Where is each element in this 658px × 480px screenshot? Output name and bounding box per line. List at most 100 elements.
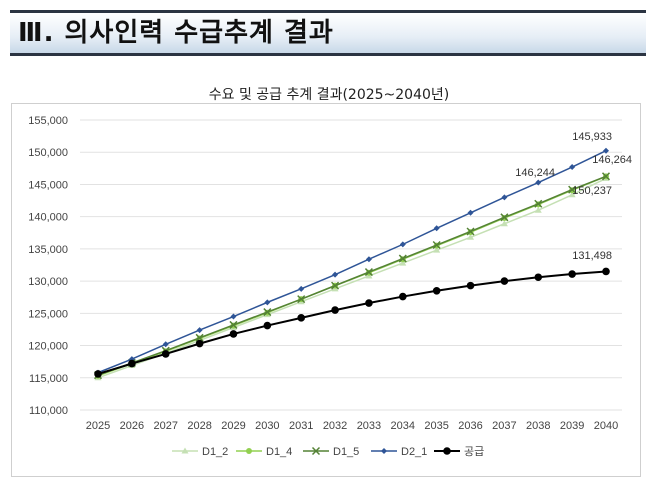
x-tick-label: 2027	[153, 420, 177, 432]
x-tick-label: 2028	[187, 420, 211, 432]
legend-item: 공급	[434, 446, 484, 458]
data-point	[381, 448, 387, 454]
data-point	[331, 281, 340, 290]
y-tick-label: 130,000	[28, 276, 68, 288]
section-title: Ⅲ. 의사인력 수급추계 결과	[18, 18, 334, 48]
x-tick-label: 2029	[221, 420, 245, 432]
y-tick-label: 135,000	[28, 244, 68, 256]
data-point	[568, 185, 577, 194]
y-tick-label: 125,000	[28, 308, 68, 320]
data-point	[432, 240, 441, 250]
data-point	[195, 339, 204, 348]
legend-item: D1_5	[303, 446, 359, 458]
data-point	[466, 227, 475, 236]
data-point	[535, 179, 542, 186]
data-point	[229, 330, 238, 338]
data-point	[534, 199, 543, 208]
legend-item: D1_4	[236, 446, 292, 458]
data-point	[181, 447, 189, 454]
x-tick-label: 2025	[86, 420, 110, 432]
y-tick-label: 110,000	[29, 405, 68, 417]
x-tick-label: 2031	[289, 420, 313, 432]
chart-title: 수요 및 공급 추계 결과(2025~2040년)	[208, 87, 450, 103]
x-tick-label: 2034	[391, 420, 415, 432]
y-tick-label: 140,000	[28, 212, 68, 224]
data-point	[264, 299, 271, 306]
data-label: 145,933	[572, 131, 612, 143]
data-point	[94, 370, 102, 378]
data-point	[128, 359, 136, 368]
data-point	[364, 268, 373, 277]
data-label: 146,244	[515, 167, 555, 179]
data-point	[399, 241, 406, 248]
x-tick-label: 2033	[357, 420, 381, 432]
data-point	[466, 281, 475, 290]
data-point	[568, 191, 576, 198]
data-point	[246, 448, 252, 454]
data-point	[365, 299, 373, 307]
x-tick-label: 2036	[458, 420, 482, 432]
data-point	[399, 292, 407, 301]
y-tick-label: 115,000	[29, 373, 68, 385]
series-공급	[94, 267, 610, 378]
data-label: 150,237	[572, 185, 612, 197]
data-point	[534, 206, 542, 213]
data-point	[297, 295, 306, 304]
data-label: 131,498	[572, 250, 612, 262]
data-point	[500, 277, 509, 285]
y-tick-label: 150,000	[28, 147, 68, 159]
legend-label: D1_2	[202, 446, 228, 458]
chart-frame	[11, 103, 641, 477]
data-point	[432, 286, 441, 295]
data-point	[500, 220, 508, 227]
y-tick-label: 120,000	[28, 341, 68, 353]
data-point	[467, 233, 475, 240]
series-D1_5	[93, 172, 611, 380]
data-point	[195, 333, 204, 342]
data-point	[263, 308, 272, 317]
x-tick-label: 2030	[255, 420, 279, 432]
legend-label: D2_1	[401, 446, 427, 458]
data-point	[568, 270, 576, 278]
data-point	[569, 164, 576, 171]
data-point	[398, 254, 407, 263]
section-header: Ⅲ. 의사인력 수급추계 결과	[10, 10, 646, 56]
data-point	[602, 267, 610, 276]
series-line	[97, 177, 607, 379]
series-line	[97, 270, 607, 375]
data-point	[399, 259, 407, 266]
series-line	[97, 150, 607, 374]
x-tick-label: 2037	[492, 420, 516, 432]
series-line	[97, 175, 607, 376]
data-point	[332, 271, 339, 278]
data-point	[161, 350, 170, 358]
data-point	[196, 327, 203, 334]
data-point	[229, 320, 238, 329]
data-point	[331, 306, 339, 314]
data-point	[230, 313, 237, 320]
data-point	[433, 225, 440, 232]
data-point	[162, 341, 169, 348]
x-tick-label: 2040	[594, 420, 618, 432]
legend-item: D1_2	[172, 446, 228, 458]
data-point	[443, 447, 451, 455]
data-point	[603, 147, 609, 154]
x-tick-label: 2039	[560, 420, 584, 432]
legend-label: D1_5	[333, 446, 359, 458]
series-D2_1	[95, 147, 609, 376]
y-tick-label: 155,000	[28, 115, 68, 127]
legend-label: 공급	[464, 446, 484, 458]
data-point	[601, 172, 611, 181]
data-point	[263, 321, 272, 330]
data-point	[500, 213, 509, 222]
data-point	[298, 285, 305, 292]
x-tick-label: 2038	[526, 420, 550, 432]
data-point	[297, 314, 306, 322]
legend-label: D1_4	[266, 446, 292, 458]
x-tick-label: 2026	[120, 420, 144, 432]
data-point	[534, 273, 543, 282]
data-point	[501, 194, 508, 201]
x-tick-label: 2032	[323, 420, 347, 432]
data-point	[365, 256, 372, 263]
